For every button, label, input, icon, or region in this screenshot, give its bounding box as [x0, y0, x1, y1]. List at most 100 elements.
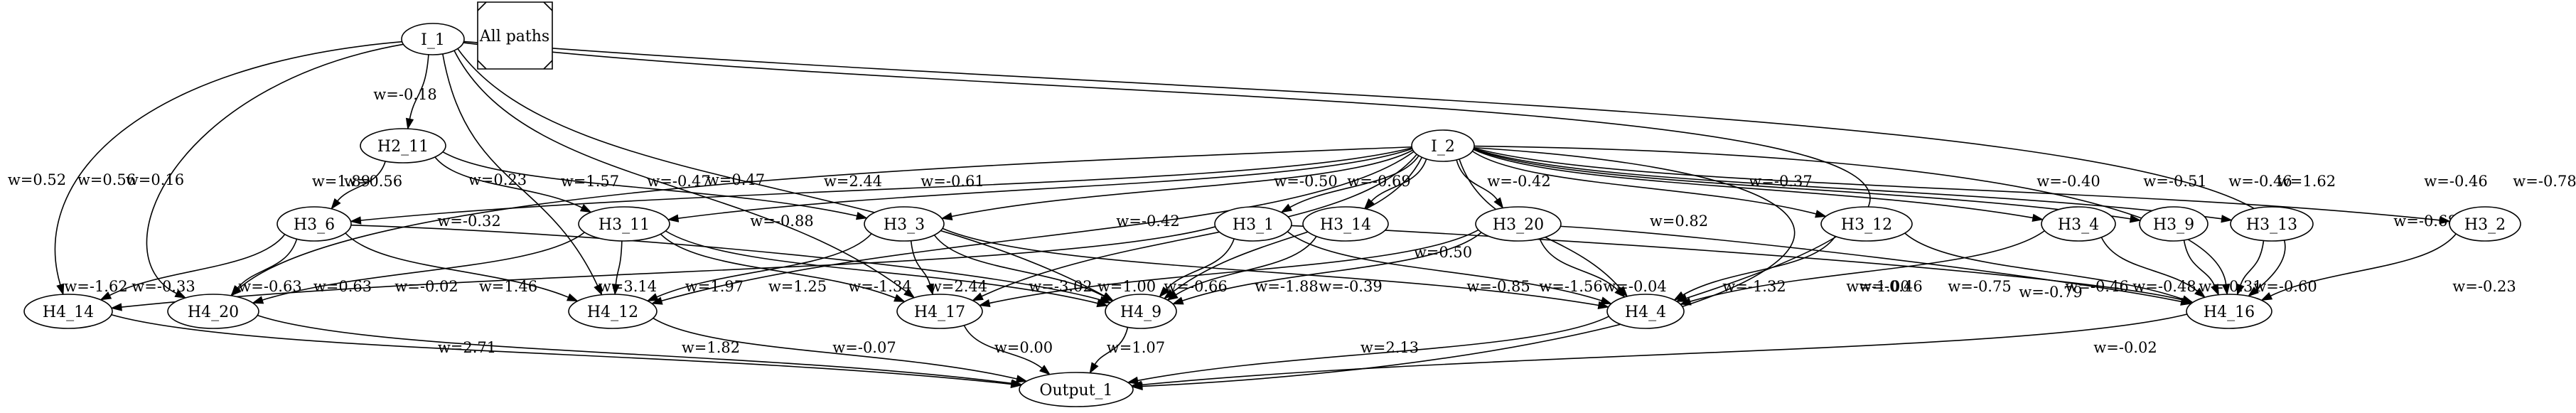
edge-weight-label: w=0.16	[126, 171, 184, 188]
edge-weight-label: w=-1.88	[1255, 278, 1318, 295]
edge-line	[237, 146, 1412, 290]
arrowhead	[230, 285, 242, 297]
node-ellipse	[1606, 294, 1685, 329]
edge-H3_20-to-H4_4: w=-0.04	[1539, 238, 1667, 298]
edge-line	[1287, 231, 1602, 301]
arrowhead	[100, 291, 112, 301]
arrowhead	[978, 299, 991, 308]
node-h3-11[interactable]: H3_11	[578, 206, 670, 242]
arrowhead	[1159, 286, 1170, 298]
arrowhead	[252, 296, 264, 304]
edge-line	[54, 41, 402, 285]
node-output-1[interactable]: Output_1	[1019, 372, 1134, 407]
edge-I_2-to-H3_4: w=-0.40	[1473, 149, 2100, 222]
edge-line	[656, 233, 872, 298]
edge-weight-label: w=-0.02	[395, 278, 458, 295]
edge-weight-label: w=-0.68	[2393, 213, 2457, 230]
edge-line	[1473, 149, 2034, 219]
edge-weight-label: w=-0.60	[2253, 278, 2317, 295]
node-h3-12[interactable]: H3_12	[1820, 206, 1913, 242]
arrowhead	[1673, 291, 1685, 301]
node-h3-20[interactable]: H3_20	[1475, 206, 1562, 242]
edge-line	[1141, 313, 2188, 386]
edge-line	[1904, 232, 2184, 300]
edge-weight-label: w=2.71	[438, 339, 496, 356]
node-h3-13[interactable]: H3_13	[2230, 206, 2314, 242]
edge-H3_1-to-H4_9: w=-1.88	[1159, 238, 1319, 298]
node-ellipse	[2041, 206, 2116, 242]
arrowhead	[667, 214, 680, 222]
edge-weight-label: w=-0.85	[1466, 278, 1530, 295]
edge-I_2-to-H3_1: w=-0.50	[1274, 155, 1420, 213]
node-i-2[interactable]: I_2	[1411, 129, 1475, 162]
edge-H3_9-to-H4_16: w=-0.31	[2183, 240, 2263, 296]
node-h2-11[interactable]: H2_11	[360, 128, 446, 163]
edge-line	[942, 227, 1599, 306]
node-ellipse	[360, 128, 446, 163]
edge-line	[1683, 235, 1836, 296]
edge-line	[951, 149, 1414, 218]
node-h4-16[interactable]: H4_16	[2186, 294, 2272, 329]
arrowhead	[1600, 296, 1613, 305]
edge-H3_6-to-H4_9: w=-0.02	[350, 224, 1112, 304]
node-h4-12[interactable]: H4_12	[568, 294, 658, 329]
arrowhead	[2221, 283, 2231, 296]
node-h4-4[interactable]: H4_4	[1606, 294, 1685, 329]
node-h4-20[interactable]: H4_20	[167, 294, 259, 329]
edge-H4_17-to-Output_1: w=0.00	[963, 325, 1053, 375]
edge-line	[434, 156, 583, 208]
node-ellipse	[1475, 206, 1562, 242]
edge-line	[463, 41, 2286, 291]
arrowhead	[110, 303, 122, 311]
node-ellipse	[2230, 206, 2314, 242]
edge-H3_6-to-H4_20: w=-0.33	[132, 238, 298, 297]
node-label: H2_11	[377, 138, 429, 156]
edge-line	[1291, 225, 2184, 301]
edge-I_1-to-H4_17: w=0.16	[126, 50, 916, 299]
edge-I_2-to-H3_6: w=0.56	[344, 147, 1412, 225]
node-h3-6[interactable]: H3_6	[277, 206, 352, 242]
node-h3-2[interactable]: H3_2	[2449, 206, 2521, 242]
node-ellipse	[277, 206, 352, 242]
arrowhead	[1815, 210, 1828, 218]
node-ellipse	[1019, 372, 1134, 407]
node-h3-9[interactable]: H3_9	[2139, 206, 2209, 242]
edge-H3_4-to-H4_4: w=-0.46	[1679, 230, 2129, 306]
arrowhead	[1130, 380, 1143, 390]
edge-I_2-to-H3_20: w=-0.42	[1456, 159, 1551, 209]
arrowhead	[56, 283, 65, 296]
edge-H3_20-to-H4_17: w=1.00	[978, 229, 1479, 308]
edge-H4_20-to-Output_1: w=1.82	[257, 314, 1023, 387]
arrowhead	[2194, 287, 2206, 299]
edge-weight-label: w=1.82	[682, 339, 740, 356]
edge-line	[262, 232, 585, 301]
node-h4-14[interactable]: H4_14	[23, 294, 113, 329]
edge-weight-label: w=-0.46	[1859, 278, 1922, 295]
edge-H3_2-to-H4_16: w=-0.23	[2260, 233, 2516, 301]
edge-weight-label: w=2.13	[1361, 339, 1419, 356]
edge-weight-label: w=-0.75	[1948, 278, 2011, 295]
arrowhead	[1493, 197, 1504, 209]
node-h3-1[interactable]: H3_1	[1214, 206, 1292, 242]
all-paths-label: All paths	[479, 28, 549, 45]
node-h3-4[interactable]: H3_4	[2041, 206, 2116, 242]
edge-weight-label: w=1.25	[768, 278, 827, 295]
arrowhead	[1171, 296, 1184, 305]
edge-H3_3-to-H4_4: w=-0.66	[942, 227, 1610, 310]
arrowhead	[2181, 295, 2194, 304]
edge-weight-label: w=1.97	[685, 278, 744, 295]
node-h4-9[interactable]: H4_9	[1105, 294, 1177, 329]
edge-I_2-to-H3_11: w=-0.47	[647, 148, 1413, 222]
node-label: H3_6	[294, 216, 335, 234]
arrowhead	[1614, 286, 1626, 298]
edge-H3_12-to-H4_4: w=-1.00	[1673, 235, 1910, 301]
node-h4-17[interactable]: H4_17	[896, 294, 983, 329]
node-h3-14[interactable]: H3_14	[1302, 206, 1389, 242]
edge-weight-label: w=1.00	[1098, 278, 1156, 295]
edge-I_2-to-H3_2: w=-0.46	[1474, 147, 2488, 225]
node-h3-3[interactable]: H3_3	[864, 206, 945, 242]
edge-H3_14-to-H4_9: w=-0.39	[1166, 236, 1383, 301]
node-label: H3_12	[1841, 216, 1892, 234]
node-i-1[interactable]: I_1	[401, 23, 465, 55]
edge-weight-label: w=-0.04	[1603, 278, 1666, 295]
